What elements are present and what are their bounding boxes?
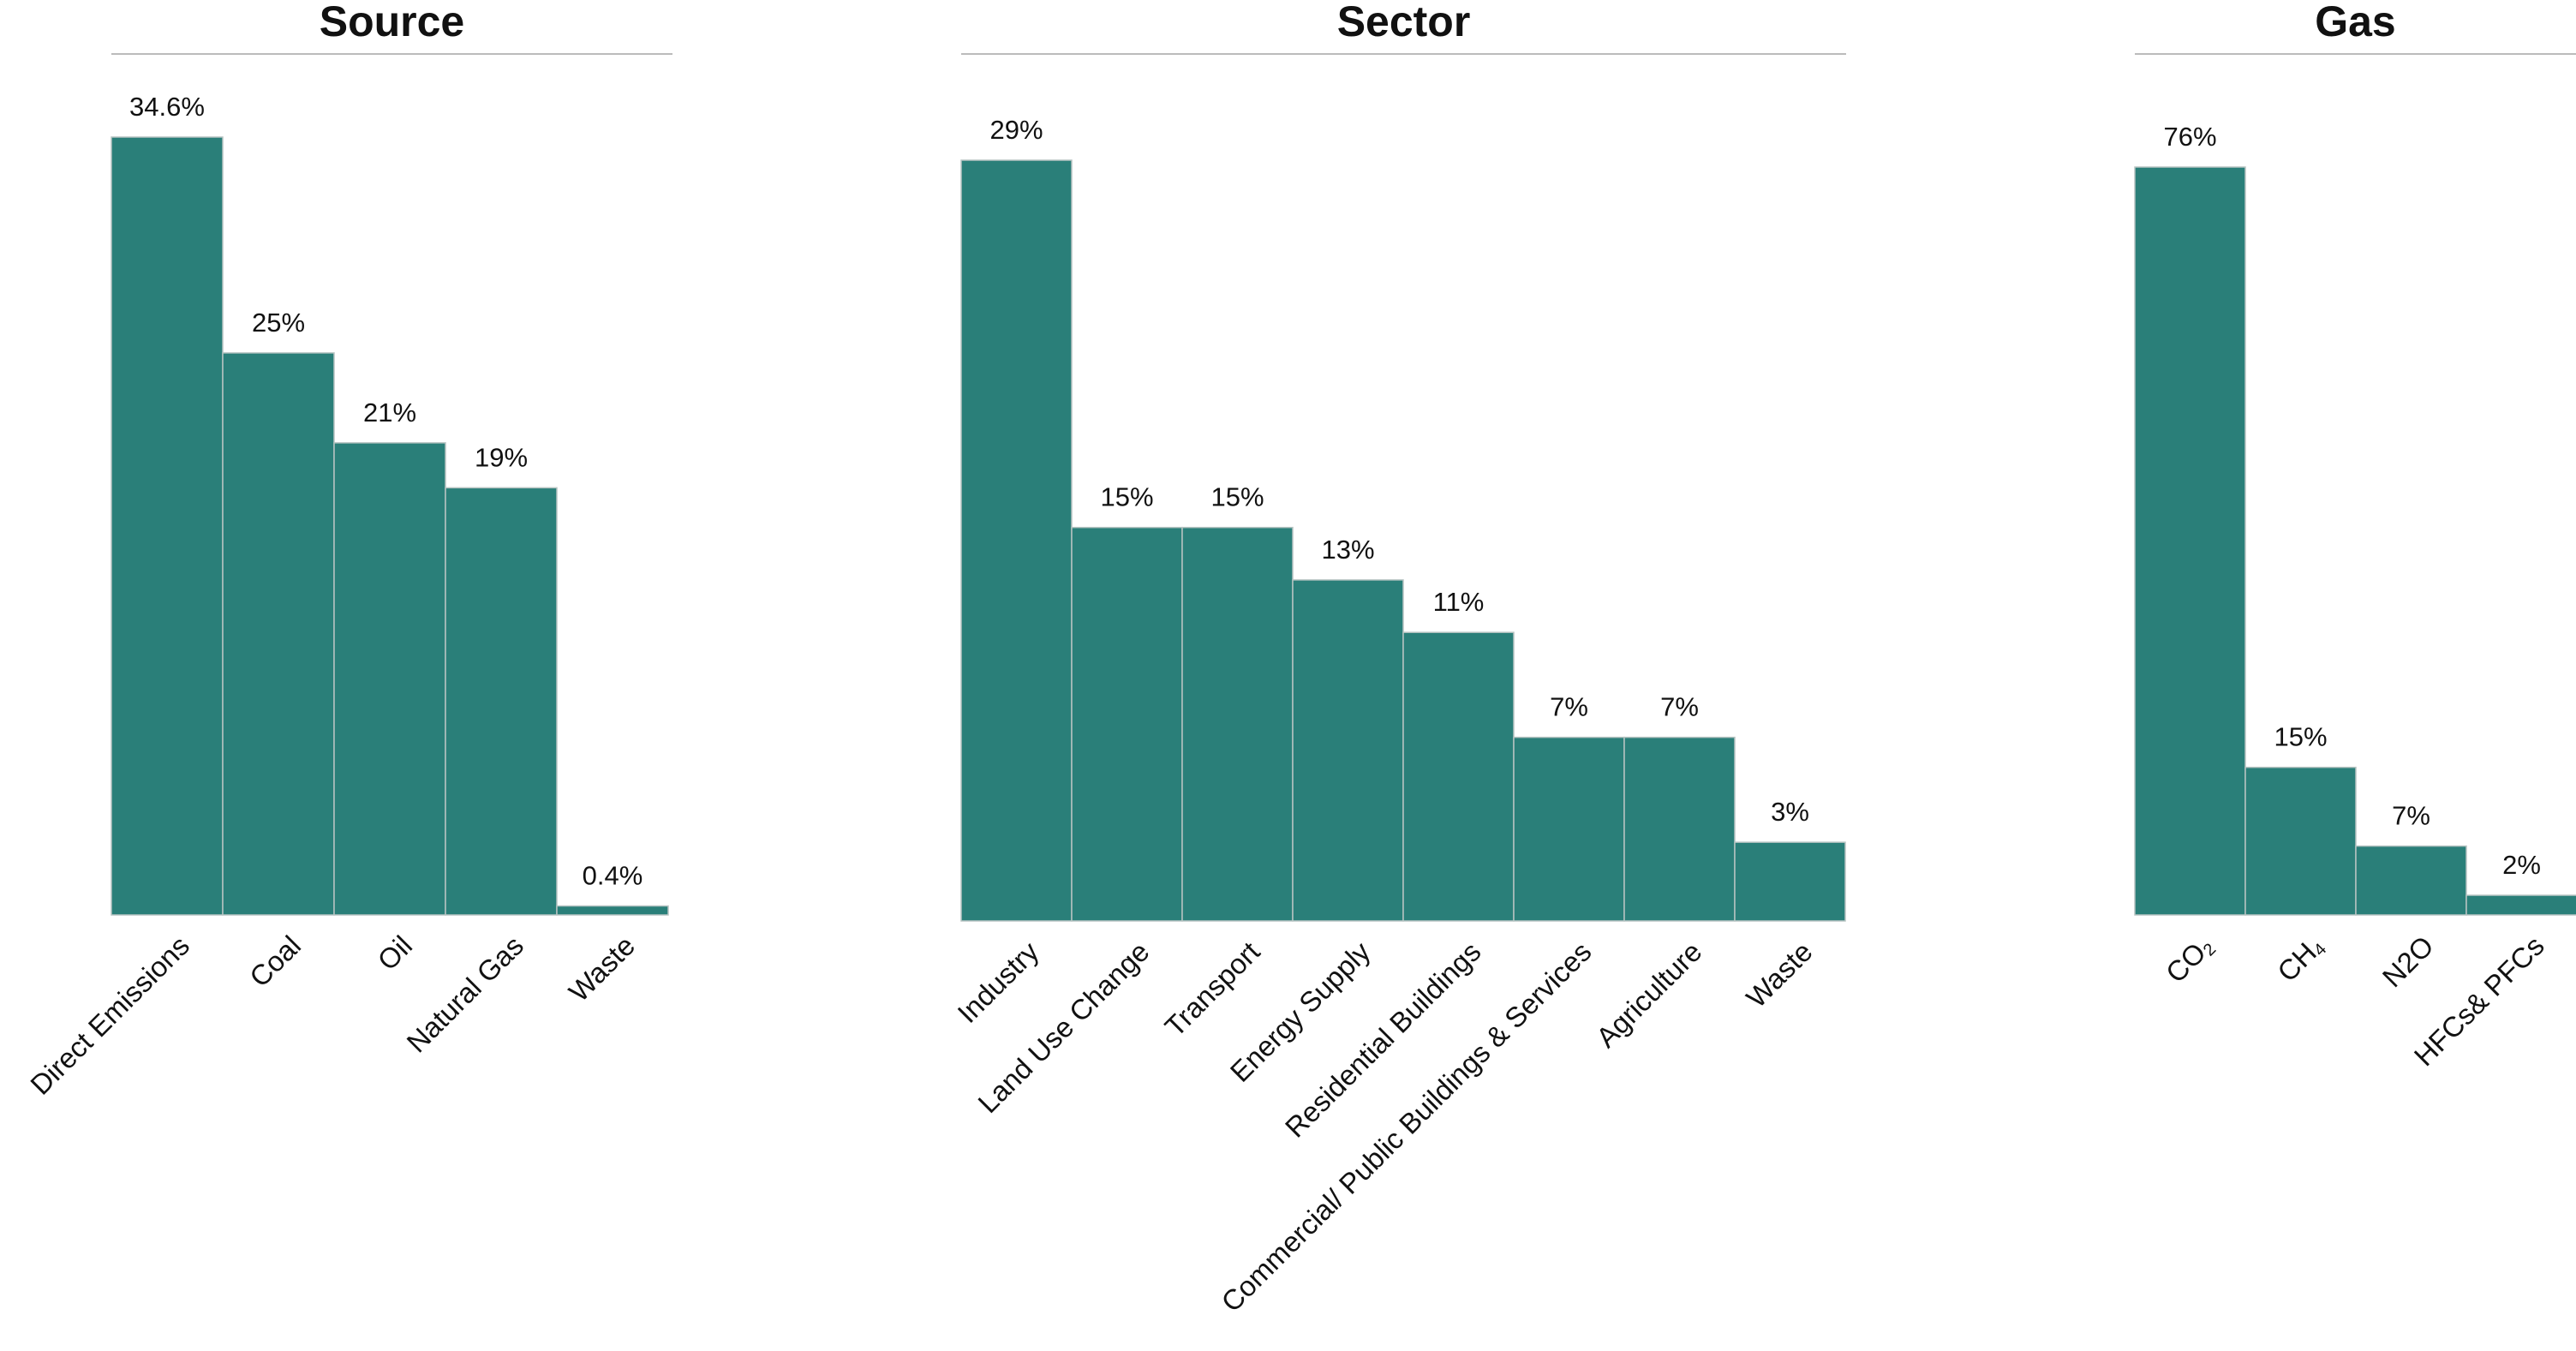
bar [960, 159, 1073, 922]
category-label: Residential Buildings [1279, 936, 1487, 1144]
bar [2244, 766, 2357, 916]
panel-title: Sector [1337, 0, 1471, 45]
category-label: Natural Gas [400, 930, 529, 1059]
bar [1071, 526, 1183, 922]
data-label: 7% [1660, 692, 1699, 722]
data-label: 7% [2392, 801, 2430, 831]
bar [2355, 845, 2467, 916]
data-label: 13% [1321, 535, 1374, 565]
category-label: Agriculture [1590, 936, 1708, 1054]
category-label: Industry [951, 936, 1045, 1030]
category-label: N2O [2376, 930, 2439, 993]
data-label: 29% [989, 115, 1043, 145]
bar [556, 905, 669, 916]
category-label: Oil [371, 930, 418, 977]
category-label: Waste [1740, 936, 1818, 1013]
data-label: 19% [475, 442, 528, 472]
bar [1734, 841, 1846, 922]
data-label: 25% [252, 308, 305, 338]
data-label: 76% [2163, 122, 2216, 152]
category-label: Transport [1158, 936, 1265, 1043]
category-label: CH4 [2271, 930, 2331, 989]
bar [1292, 579, 1404, 922]
bar [1513, 736, 1625, 922]
category-label: Waste [563, 930, 641, 1007]
bar [111, 136, 224, 916]
data-label: 3% [1771, 797, 1809, 827]
chart-panel-source: Source 34.6% Direct Emissions 25% Coal 21% Oil… [24, 0, 672, 1101]
data-label: 7% [1550, 692, 1588, 722]
data-label: 15% [2274, 722, 2327, 752]
bar [1181, 526, 1294, 922]
bar [445, 487, 558, 916]
bar [2134, 166, 2246, 916]
bar [1623, 736, 1736, 922]
data-label: 15% [1210, 482, 1264, 512]
category-label: Direct Emissions [24, 930, 195, 1101]
data-label: 21% [363, 398, 416, 427]
panel-title: Gas [2315, 0, 2396, 45]
data-label: 2% [2502, 850, 2541, 880]
bar [1402, 631, 1515, 922]
data-label: 11% [1433, 587, 1485, 617]
data-label: 0.4% [583, 861, 643, 891]
data-label: 15% [1100, 482, 1153, 512]
panel-title: Source [320, 0, 465, 45]
bar [2465, 894, 2576, 916]
bar [333, 442, 446, 916]
category-label: Coal [243, 930, 307, 993]
bar [222, 352, 335, 916]
data-label: 34.6% [129, 92, 205, 122]
category-label: CO2 [2160, 930, 2220, 990]
